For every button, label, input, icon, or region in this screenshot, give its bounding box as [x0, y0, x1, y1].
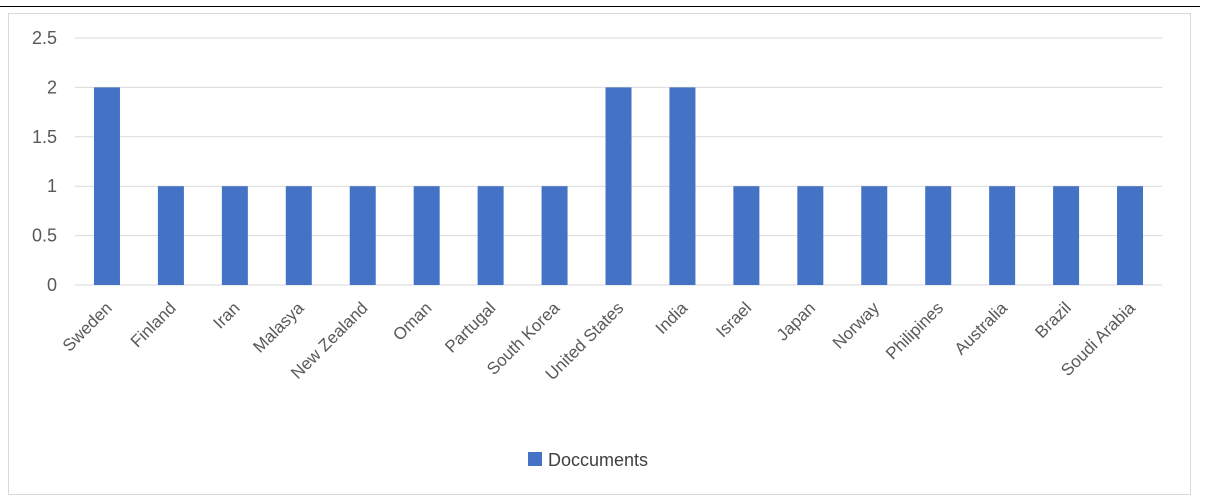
y-axis: 0 0.5 1 1.5 2 2.5 — [32, 28, 57, 295]
bar — [349, 186, 376, 285]
x-tick-label: Norway — [829, 298, 884, 353]
bar — [285, 186, 312, 285]
y-tick-label: 2.5 — [32, 28, 57, 48]
y-tick-label: 0 — [47, 275, 57, 295]
bars — [93, 87, 1144, 286]
bar — [221, 186, 248, 285]
bar — [413, 186, 440, 285]
bar — [797, 186, 824, 285]
x-tick-label: Japan — [773, 298, 819, 344]
x-tick-label: Oman — [389, 298, 435, 344]
bar — [605, 87, 632, 286]
x-tick-label: Finland — [127, 298, 180, 351]
bar — [157, 186, 184, 285]
x-tick-label: Brazil — [1031, 298, 1074, 341]
y-tick-label: 1.5 — [32, 127, 57, 147]
x-tick-label: Israel — [712, 298, 755, 341]
bar — [93, 87, 120, 286]
y-tick-label: 2 — [47, 77, 57, 97]
bar — [541, 186, 568, 285]
top-rule — [0, 6, 1200, 7]
bar — [477, 186, 504, 285]
bar — [925, 186, 952, 285]
bar — [669, 87, 696, 286]
x-tick-label: Partugal — [441, 298, 499, 356]
x-tick-label: Sweden — [59, 298, 116, 355]
legend-label: Doccuments — [548, 450, 648, 470]
legend-swatch — [528, 452, 542, 466]
bar — [861, 186, 888, 285]
bar — [733, 186, 760, 285]
legend: Doccuments — [528, 450, 648, 470]
bar — [1117, 186, 1144, 285]
y-tick-label: 0.5 — [32, 226, 57, 246]
x-tick-label: Philipines — [882, 298, 947, 363]
bar — [1053, 186, 1080, 285]
y-tick-label: 1 — [47, 176, 57, 196]
bar — [989, 186, 1016, 285]
x-tick-label: Iran — [210, 298, 244, 332]
x-tick-label: Australia — [951, 298, 1012, 359]
x-tick-label: India — [652, 298, 692, 338]
x-tick-label: Malasya — [249, 298, 308, 357]
